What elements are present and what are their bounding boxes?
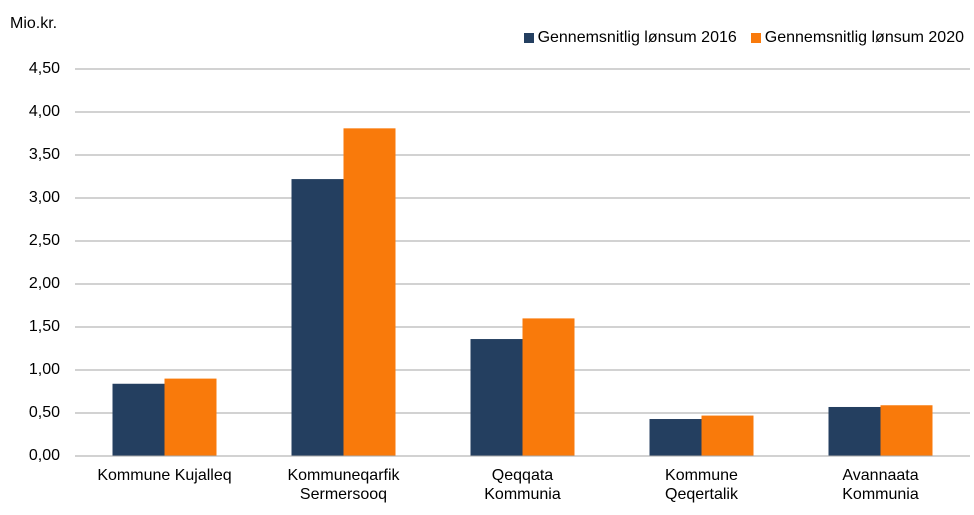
- x-tick-label: Kommuneqarfik Sermersooq: [287, 467, 400, 503]
- bar: [164, 378, 217, 456]
- y-tick-label: 2,00: [28, 275, 60, 292]
- legend-item: Gennemsnitlig lønsum 2020: [750, 28, 964, 47]
- y-tick-label: 3,50: [28, 146, 60, 163]
- bar: [701, 415, 754, 456]
- bar: [470, 339, 523, 456]
- legend-swatch: [523, 32, 534, 43]
- bar: [828, 406, 881, 456]
- bar: [649, 419, 702, 456]
- y-tick-label: 3,00: [28, 189, 60, 206]
- x-tick-label: Qeqqata Kommunia: [484, 467, 561, 503]
- bar: [880, 405, 933, 456]
- y-tick-label: 1,50: [28, 318, 60, 335]
- legend: Gennemsnitlig lønsum 2016 Gennemsnitlig l…: [523, 28, 964, 47]
- y-tick-label: 0,50: [28, 404, 60, 421]
- x-tick-label: Avannaata Kommunia: [842, 467, 919, 503]
- x-tick-label: Kommune Kujalleq: [97, 467, 232, 484]
- bar: [343, 128, 396, 456]
- legend-item: Gennemsnitlig lønsum 2016: [523, 28, 737, 47]
- y-tick-label: 1,00: [28, 361, 60, 378]
- y-tick-label: 0,00: [28, 447, 60, 464]
- y-axis-label: Mio.kr.: [10, 15, 58, 32]
- bar: [112, 383, 165, 456]
- legend-label: Gennemsnitlig lønsum 2020: [764, 29, 964, 46]
- y-tick-label: 2,50: [28, 232, 60, 249]
- bar: [291, 179, 344, 456]
- bar: [522, 318, 575, 456]
- y-tick-label: 4,50: [28, 60, 60, 77]
- legend-swatch: [750, 32, 761, 43]
- y-tick-label: 4,00: [28, 103, 60, 120]
- legend-label: Gennemsnitlig lønsum 2016: [537, 29, 737, 46]
- x-tick-label: Kommune Qeqertalik: [665, 467, 738, 503]
